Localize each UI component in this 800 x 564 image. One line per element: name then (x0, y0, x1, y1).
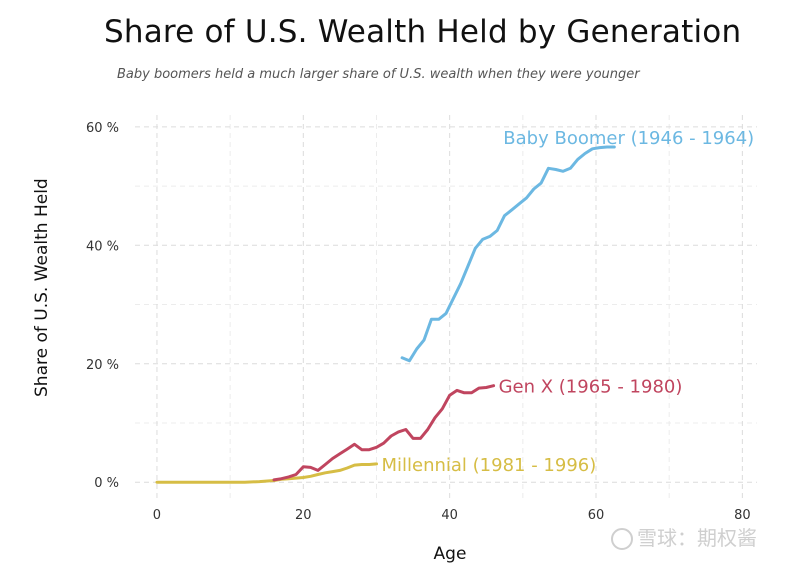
x-tick-label: 20 (295, 508, 312, 523)
x-tick-label: 80 (734, 508, 751, 523)
series-line (272, 384, 496, 482)
minor-gridlines (135, 115, 757, 500)
major-gridlines (135, 115, 757, 500)
y-tick-label: 40 % (86, 239, 119, 254)
chart-subtitle: Baby boomers held a much larger share of… (117, 67, 640, 82)
x-tick-label: 40 (441, 508, 458, 523)
y-tick-label: 20 % (86, 358, 119, 373)
series-line (155, 462, 378, 484)
watermark-text: 雪球：期权酱 (637, 526, 757, 550)
series-line (400, 145, 616, 363)
series-lines (155, 145, 616, 484)
x-axis-label: Age (433, 544, 467, 564)
x-tick-label: 60 (588, 508, 605, 523)
x-tick-label: 0 (153, 508, 161, 523)
watermark: 雪球：期权酱 (611, 522, 757, 551)
snowball-logo-icon (611, 528, 633, 550)
chart-title: Share of U.S. Wealth Held by Generation (104, 14, 742, 50)
series-label: Baby Boomer (1946 - 1964) (503, 128, 754, 149)
y-tick-label: 60 % (86, 121, 119, 136)
x-axis-ticks: 0 20 40 60 80 (153, 508, 751, 523)
series-label: Millennial (1981 - 1996) (381, 455, 596, 476)
y-axis-ticks: 0 % 20 % 40 % 60 % (86, 121, 119, 491)
series-labels: Baby Boomer (1946 - 1964) Gen X (1965 - 1… (381, 128, 754, 476)
series-label: Gen X (1965 - 1980) (499, 377, 683, 398)
y-tick-label: 0 % (94, 476, 119, 491)
